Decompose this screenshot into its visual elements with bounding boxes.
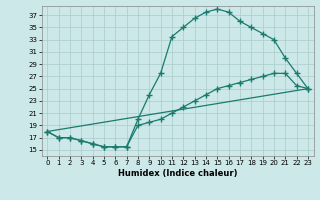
X-axis label: Humidex (Indice chaleur): Humidex (Indice chaleur) bbox=[118, 169, 237, 178]
